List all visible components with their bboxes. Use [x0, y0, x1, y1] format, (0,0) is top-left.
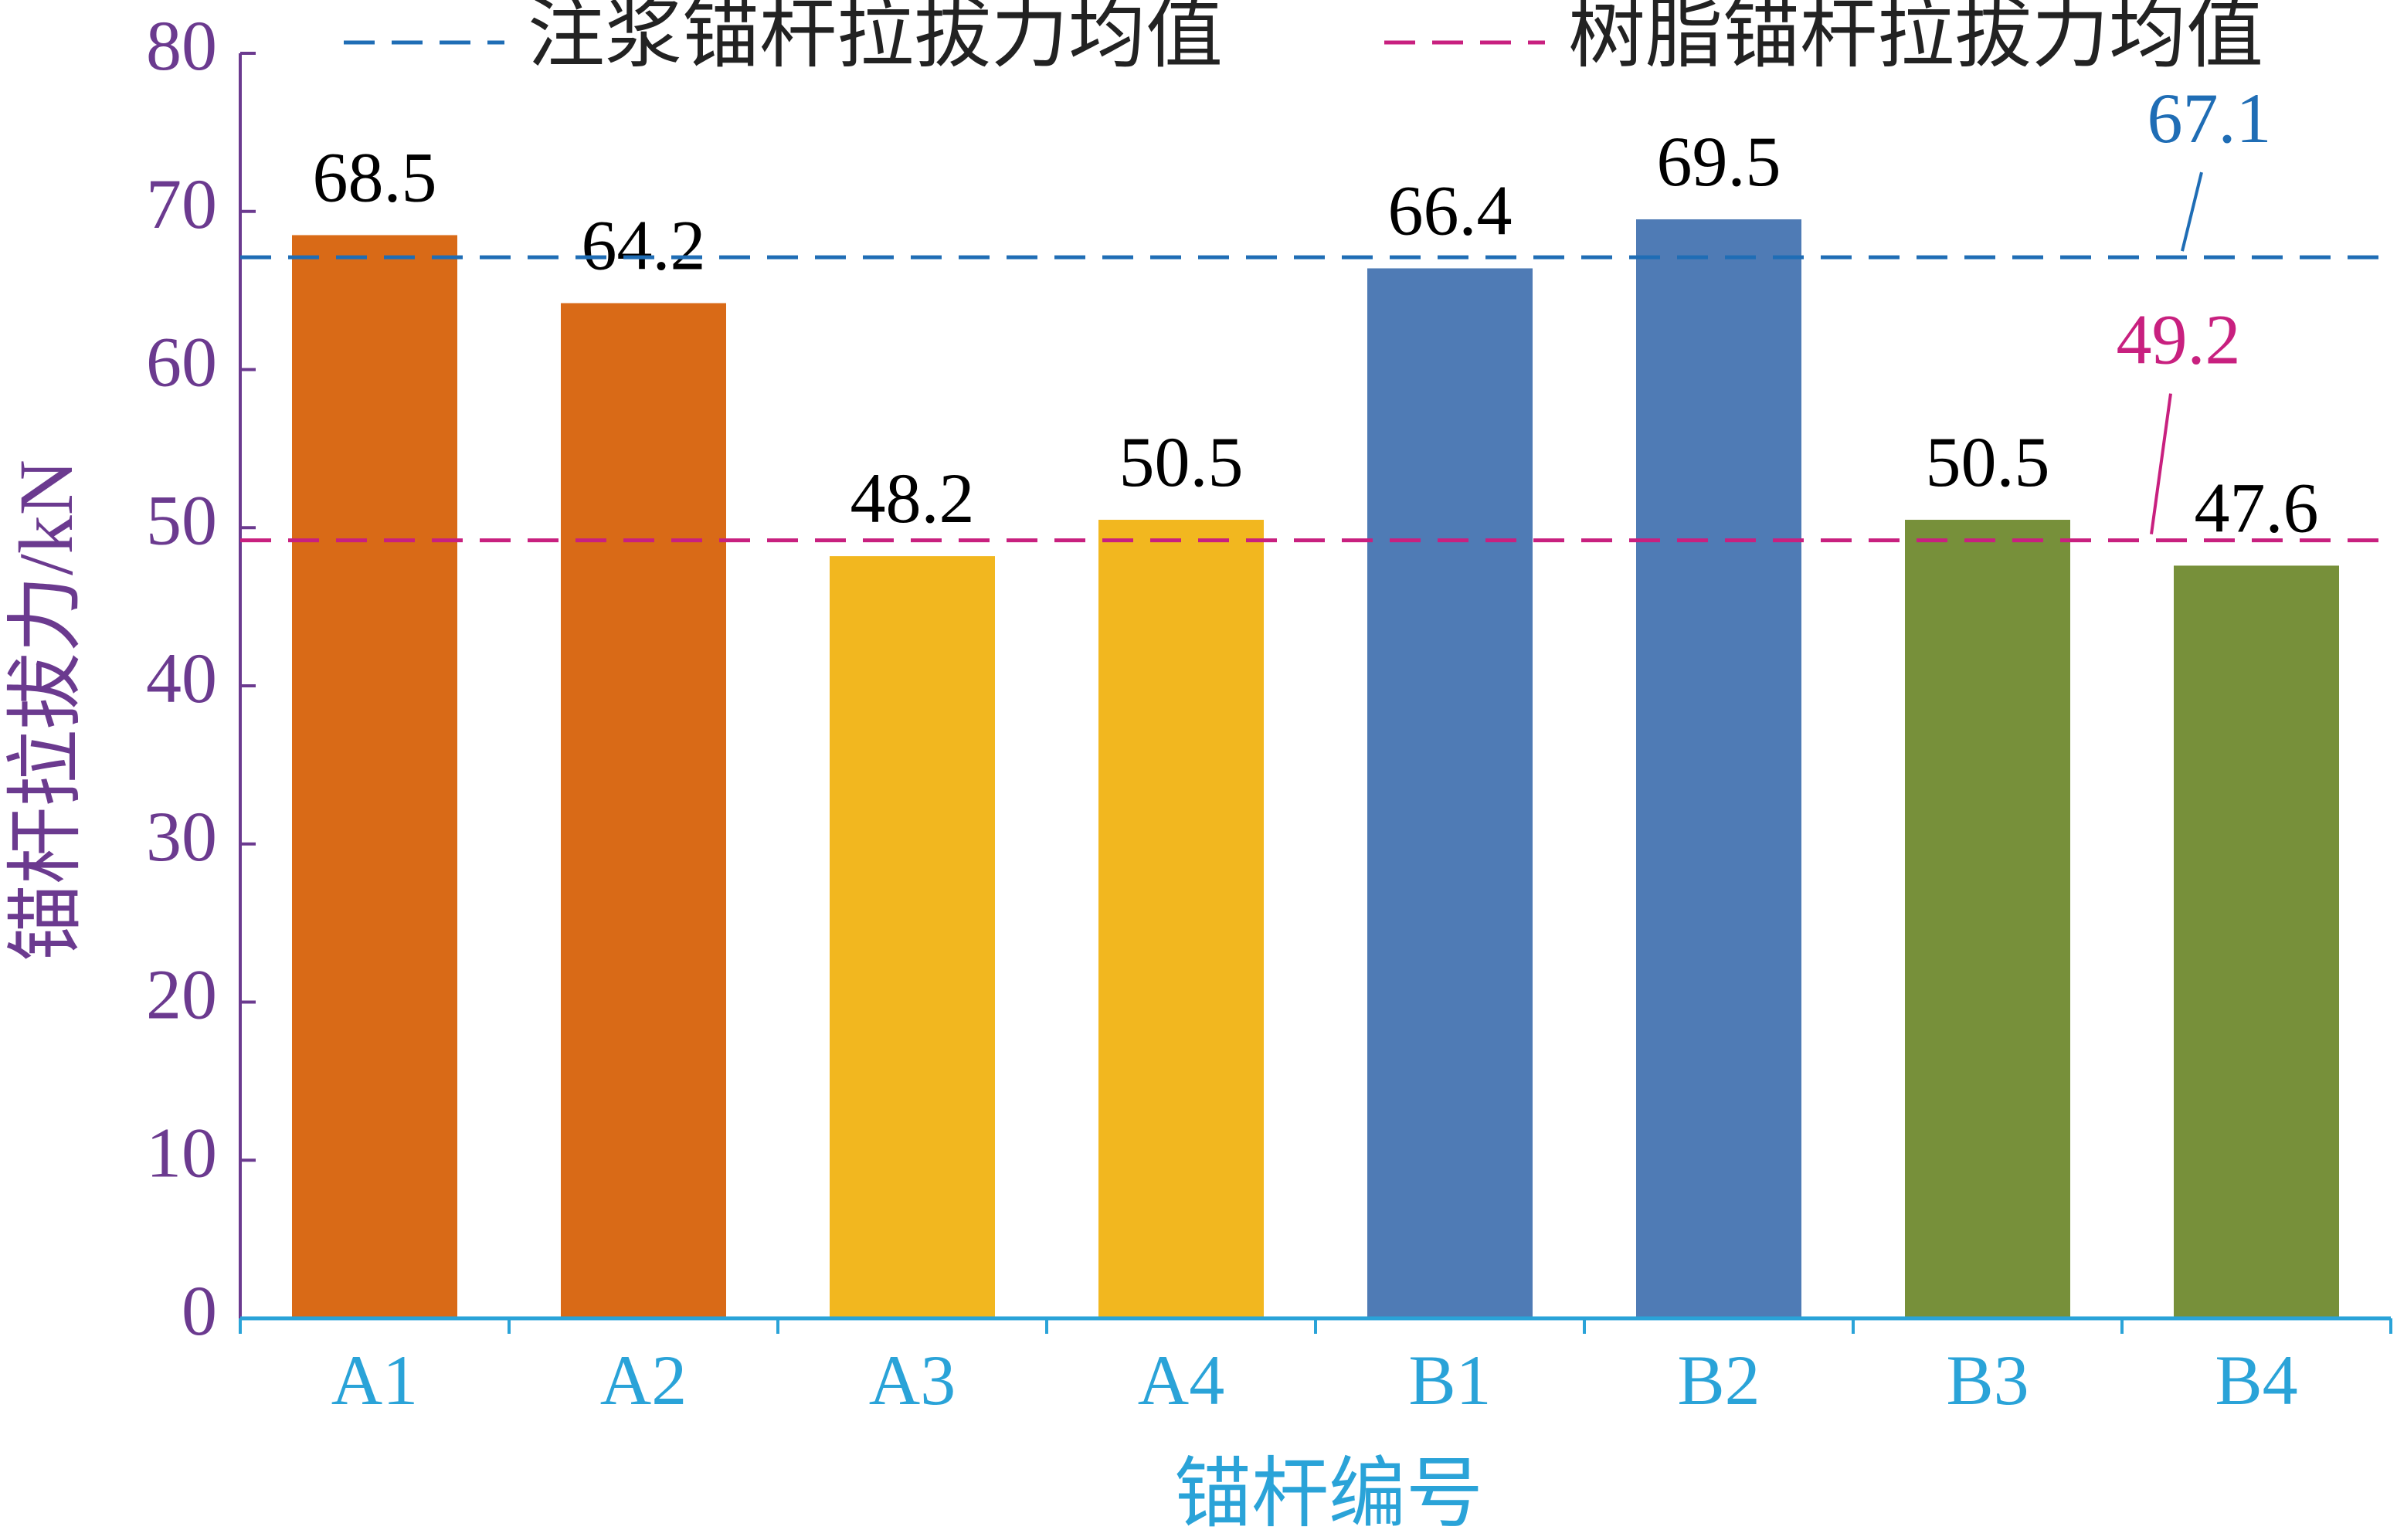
x-tick-label: A4 [1138, 1341, 1224, 1420]
y-tick-label: 70 [146, 165, 217, 243]
bar [1098, 520, 1264, 1319]
x-axis-label: 锚杆编号 [1174, 1451, 1483, 1537]
y-axis-label: 锚杆拉拔力/kN [3, 460, 89, 962]
annotation-leader [2150, 393, 2172, 534]
value-label: 69.5 [1657, 122, 1781, 201]
bar [1636, 219, 1801, 1318]
y-tick-label: 10 [146, 1113, 217, 1192]
value-label: 68.5 [313, 138, 437, 217]
annotation-leader [2181, 171, 2203, 252]
value-label: 66.4 [1388, 171, 1513, 250]
x-tick-label: A3 [869, 1341, 956, 1420]
value-label: 64.2 [582, 206, 706, 285]
mean-annotation: 67.1 [2147, 79, 2272, 158]
y-tick-label: 40 [146, 639, 217, 717]
x-tick-label: B2 [1677, 1341, 1760, 1420]
legend-label: 注浆锚杆拉拔力均值 [528, 0, 1223, 77]
value-label: 50.5 [1119, 422, 1244, 501]
y-tick-label: 20 [146, 955, 217, 1034]
x-tick-label: A2 [600, 1341, 687, 1420]
bar [1367, 268, 1533, 1319]
value-label: 48.2 [850, 459, 975, 538]
x-tick-label: A1 [331, 1341, 418, 1420]
value-label: 50.5 [1926, 422, 2050, 501]
mean-annotation: 49.2 [2117, 300, 2241, 379]
x-tick-label: B4 [2215, 1341, 2297, 1420]
bar [561, 303, 726, 1318]
legend-label: 树脂锚杆拉拔力均值 [1568, 0, 2263, 77]
y-tick-label: 0 [182, 1271, 217, 1350]
value-label: 47.6 [2195, 468, 2319, 547]
x-tick-label: B1 [1408, 1341, 1491, 1420]
y-tick-label: 80 [146, 6, 217, 85]
y-tick-label: 50 [146, 480, 217, 559]
bar [830, 556, 995, 1318]
y-tick-label: 30 [146, 797, 217, 876]
bar [292, 235, 457, 1318]
bar [1905, 520, 2070, 1319]
y-tick-label: 60 [146, 323, 217, 402]
bar [2174, 565, 2339, 1318]
x-tick-label: B3 [1946, 1341, 2029, 1420]
